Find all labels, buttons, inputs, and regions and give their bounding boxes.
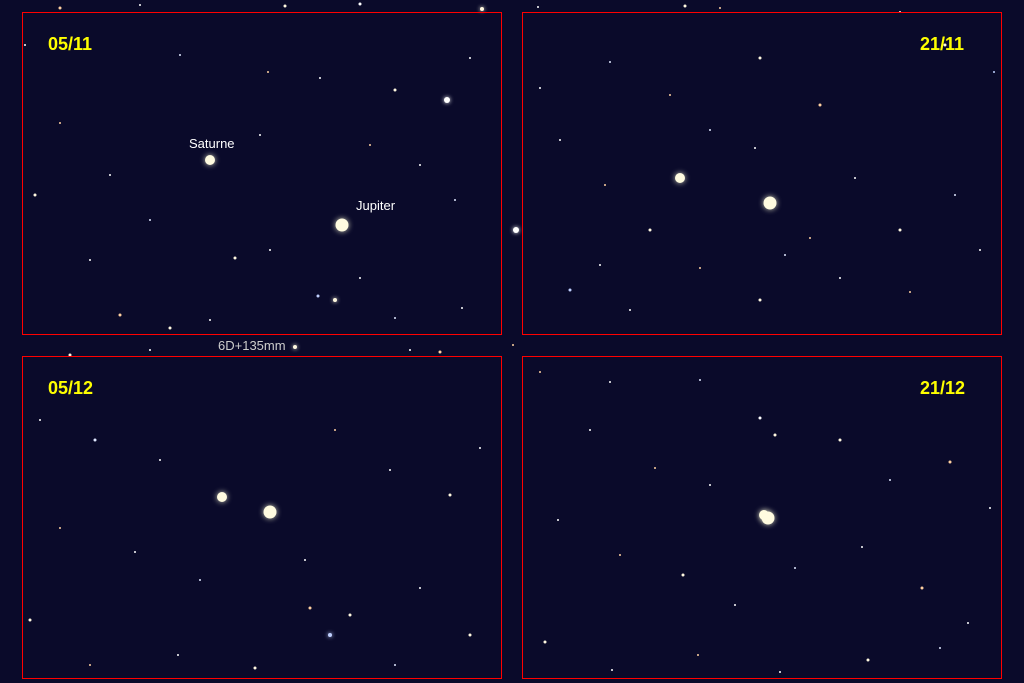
background-star (59, 7, 62, 10)
planet-jupiter (764, 197, 777, 210)
sky-panel-p1 (22, 12, 502, 335)
planet-saturn (217, 492, 227, 502)
background-star (684, 5, 687, 8)
background-star (537, 6, 539, 8)
background-star (512, 344, 514, 346)
planet-saturn (675, 173, 685, 183)
background-star (513, 227, 519, 233)
background-star (439, 351, 442, 354)
background-star (139, 4, 141, 6)
background-star (359, 3, 362, 6)
background-star (293, 345, 297, 349)
sky-panel-p3 (22, 356, 502, 679)
equipment-label: 6D+135mm (218, 338, 286, 353)
planet-jupiter (264, 506, 277, 519)
date-label: 05/11 (48, 34, 92, 55)
date-label: 21/12 (920, 378, 965, 399)
planet-saturn (205, 155, 215, 165)
planet-label-saturn: Saturne (189, 136, 235, 151)
date-label: 21/11 (920, 34, 964, 55)
planet-label-jupiter: Jupiter (356, 198, 395, 213)
planet-jupiter (336, 219, 349, 232)
sky-panel-p2 (522, 12, 1002, 335)
planet-jupiter (762, 512, 775, 525)
background-star (284, 5, 287, 8)
date-label: 05/12 (48, 378, 93, 399)
background-star (719, 7, 721, 9)
background-star (149, 349, 151, 351)
background-star (409, 349, 411, 351)
background-star (480, 7, 484, 11)
